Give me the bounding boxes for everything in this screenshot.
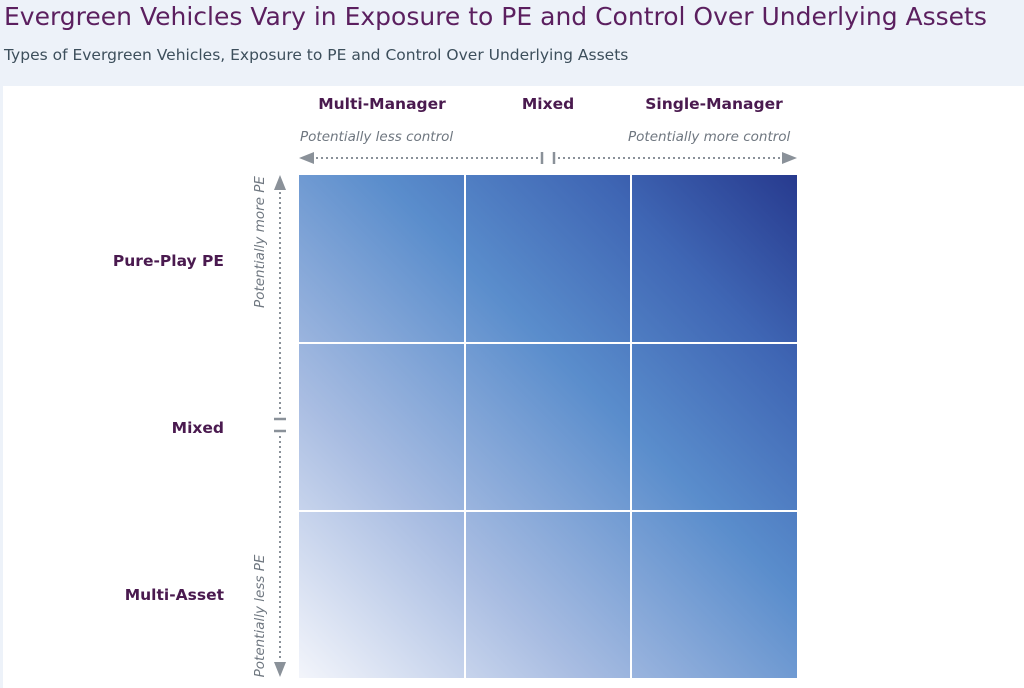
cell-pure-play-mixed <box>466 175 630 342</box>
grid-divider-vertical-1 <box>464 175 466 678</box>
row-header-mixed: Mixed <box>171 419 224 437</box>
grid-divider-vertical-2 <box>630 175 632 678</box>
down-arrowhead-icon <box>274 662 286 677</box>
column-header-mixed: Mixed <box>521 95 575 113</box>
cell-pure-play-single-manager <box>632 175 797 342</box>
column-header-single-manager: Single-Manager <box>645 95 783 113</box>
page-subtitle: Types of Evergreen Vehicles, Exposure to… <box>4 46 629 64</box>
cell-mixed-single-manager <box>632 344 797 510</box>
matrix-grid <box>299 175 797 678</box>
row-header-multi-asset: Multi-Asset <box>124 586 224 604</box>
row-header-pure-play-pe: Pure-Play PE <box>112 252 224 270</box>
column-header-multi-manager: Multi-Manager <box>318 95 446 113</box>
more-control-label: Potentially more control <box>628 129 791 145</box>
cell-pure-play-multi-manager <box>299 175 464 342</box>
grid-divider-horizontal-2 <box>299 510 797 512</box>
grid-divider-horizontal-1 <box>299 342 797 344</box>
cell-multi-asset-mixed <box>466 512 630 678</box>
up-arrowhead-icon <box>274 175 286 190</box>
page-title: Evergreen Vehicles Vary in Exposure to P… <box>4 2 987 31</box>
cell-mixed-multi-manager <box>299 344 464 510</box>
right-arrowhead-icon <box>782 152 797 164</box>
left-arrowhead-icon <box>299 152 314 164</box>
cell-mixed-mixed <box>466 344 630 510</box>
cell-multi-asset-single-manager <box>632 512 797 678</box>
cell-multi-asset-multi-manager <box>299 512 464 678</box>
less-control-label: Potentially less control <box>300 129 454 145</box>
